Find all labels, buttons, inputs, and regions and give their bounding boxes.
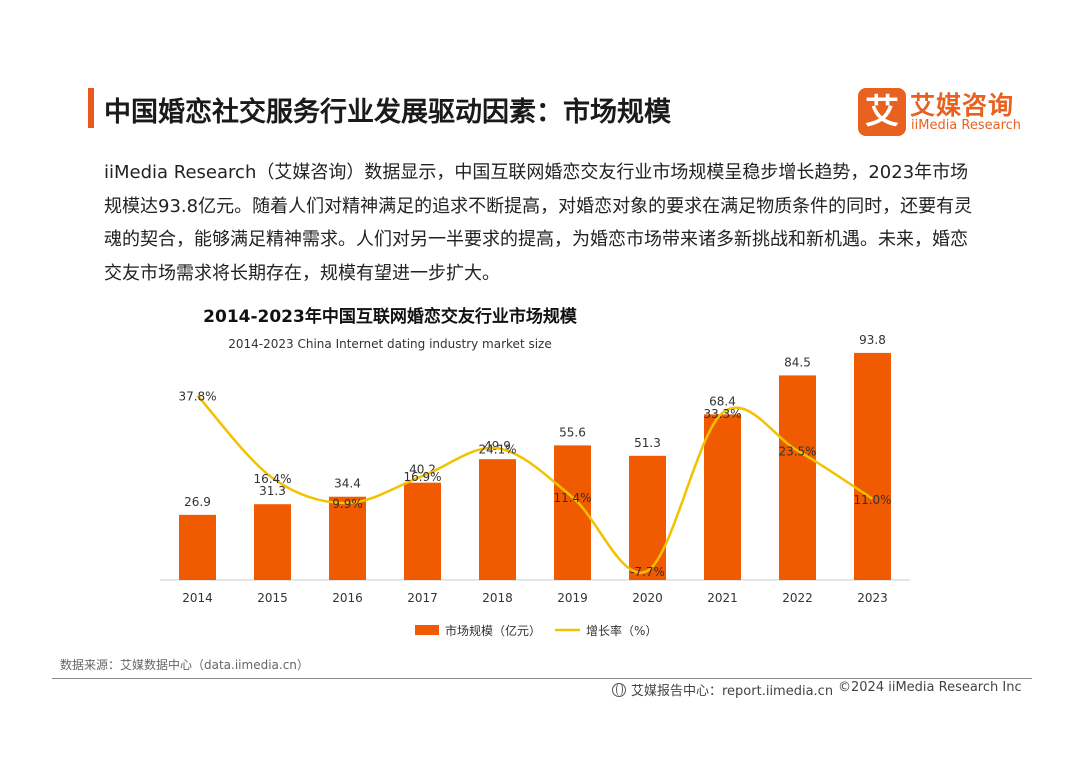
chart-subtitle: 2014-2023 China Internet dating industry… — [228, 337, 551, 351]
x-tick-2018: 2018 — [482, 591, 513, 605]
growth-label-2015: 16.4% — [253, 472, 291, 486]
bar-2016 — [329, 496, 366, 580]
iimedia-logo: 艾 艾媒咨询 iiMedia Research — [858, 88, 1038, 140]
chart-legend: 市场规模（亿元） 增长率（%） — [415, 623, 657, 638]
x-tick-2021: 2021 — [707, 591, 738, 605]
growth-label-2016: 9.9% — [332, 497, 363, 511]
growth-rate-line — [196, 394, 874, 574]
bar-2022 — [779, 375, 816, 580]
x-tick-2019: 2019 — [557, 591, 588, 605]
x-tick-2023: 2023 — [857, 591, 888, 605]
footer-copyright: ©2024 iiMedia Research Inc — [838, 680, 1022, 695]
bar-label-2023: 93.8 — [859, 333, 886, 347]
legend-bar-swatch — [415, 625, 439, 635]
growth-label-2021: 33.3% — [703, 407, 741, 421]
logo-en-text: iiMedia Research — [911, 118, 1022, 133]
globe-icon — [612, 683, 626, 697]
x-tick-2014: 2014 — [182, 591, 213, 605]
growth-label-2023: 11.0% — [853, 493, 891, 507]
x-tick-2022: 2022 — [782, 591, 813, 605]
bar-2017 — [404, 482, 441, 580]
growth-label-2019: 11.4% — [553, 491, 591, 505]
market-size-chart: 2014-2023年中国互联网婚恋交友行业市场规模 2014-2023 Chin… — [160, 306, 910, 638]
chart-title: 2014-2023年中国互联网婚恋交友行业市场规模 — [203, 306, 578, 327]
bar-label-2022: 84.5 — [784, 355, 811, 369]
x-tick-2016: 2016 — [332, 591, 363, 605]
bar-label-2015: 31.3 — [259, 484, 286, 498]
growth-label-2020: -7.7% — [630, 565, 665, 579]
footer-report-center: 艾媒报告中心：report.iimedia.cn — [612, 680, 833, 699]
growth-label-2014: 37.8% — [178, 389, 216, 403]
x-tick-2020: 2020 — [632, 591, 663, 605]
x-tick-2015: 2015 — [257, 591, 288, 605]
bar-2018 — [479, 459, 516, 580]
logo-cn-text: 艾媒咨询 — [910, 91, 1015, 120]
footer-left-text: 艾媒报告中心：report.iimedia.cn — [631, 684, 834, 699]
bar-label-2021: 68.4 — [709, 394, 736, 408]
bar-2020 — [629, 455, 666, 580]
bar-label-2019: 55.6 — [559, 425, 586, 439]
title-accent-bar — [88, 88, 94, 128]
page-title: 中国婚恋社交服务行业发展驱动因素：市场规模 — [104, 97, 671, 128]
bar-2021 — [704, 414, 741, 580]
bar-label-2016: 34.4 — [334, 477, 361, 491]
growth-label-2017: 16.9% — [403, 470, 441, 484]
bar-2014 — [179, 514, 216, 580]
logo-mark: 艾 — [858, 88, 906, 136]
legend-line-label: 增长率（%） — [586, 623, 657, 638]
footer-divider — [52, 678, 1032, 679]
growth-label-2018: 24.1% — [478, 442, 516, 456]
description-paragraph: iiMedia Research（艾媒咨询）数据显示，中国互联网婚恋交友行业市场… — [104, 162, 973, 284]
bar-label-2014: 26.9 — [184, 495, 211, 509]
legend-bar-label: 市场规模（亿元） — [445, 623, 541, 638]
x-tick-2017: 2017 — [407, 591, 438, 605]
growth-label-2022: 23.5% — [778, 445, 816, 459]
bar-2023 — [854, 352, 891, 580]
bar-label-2020: 51.3 — [634, 436, 661, 450]
bar-2015 — [254, 504, 291, 580]
data-source: 数据来源：艾媒数据中心（data.iimedia.cn） — [60, 658, 309, 672]
